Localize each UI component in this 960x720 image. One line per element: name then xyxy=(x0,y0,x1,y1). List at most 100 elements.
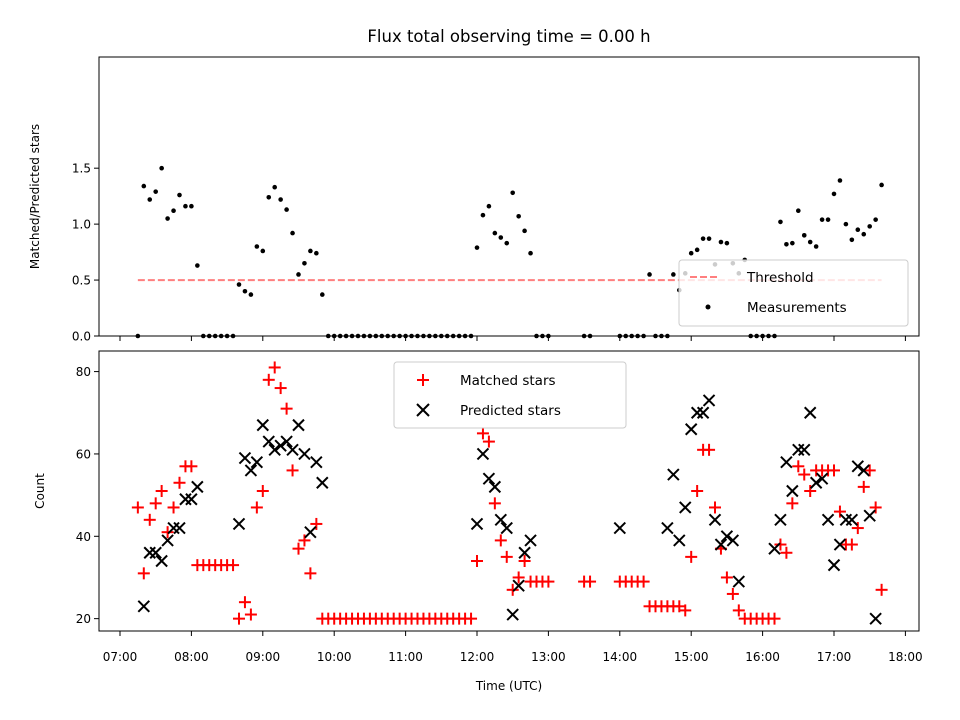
predicted-stars-point xyxy=(310,455,323,469)
predicted-stars-point xyxy=(845,513,859,527)
measurement-point xyxy=(694,247,700,253)
count-y-tick-label: 80 xyxy=(76,365,91,379)
measurement-point xyxy=(778,219,783,225)
measurement-point xyxy=(314,250,319,256)
predicted-stars-point xyxy=(827,558,841,572)
count-x-tick-label: 18:00 xyxy=(888,650,923,664)
matched-stars-point xyxy=(143,513,156,526)
ratio-y-tick-label: 1.0 xyxy=(72,218,91,232)
predicted-stars-point xyxy=(256,418,270,432)
measurement-point xyxy=(510,190,515,196)
matched-stars-point xyxy=(173,476,186,489)
predicted-stars-point xyxy=(512,579,525,592)
x-axis-label: Time (UTC) xyxy=(475,679,542,693)
measurement-point xyxy=(236,282,242,287)
predicted-stars-point xyxy=(708,513,722,527)
predicted-stars-point xyxy=(702,394,716,407)
predicted-stars-point xyxy=(185,493,198,506)
measurement-point xyxy=(290,230,295,236)
measurement-point xyxy=(248,292,254,297)
measurement-point xyxy=(516,213,521,219)
predicted-stars-point xyxy=(714,538,728,551)
measurement-point xyxy=(873,217,878,222)
matched-stars-point xyxy=(732,604,745,617)
count-x-tick-label: 14:00 xyxy=(603,650,638,664)
predicted-stars-point xyxy=(304,525,317,539)
matched-stars-point xyxy=(857,480,870,493)
predicted-stars-point xyxy=(869,612,882,625)
predicted-stars-point xyxy=(506,608,519,621)
matched-stars-point xyxy=(828,464,840,477)
measurement-point xyxy=(522,228,527,234)
predicted-stars-series xyxy=(137,394,882,625)
predicted-stars-point xyxy=(316,476,329,489)
predicted-stars-point xyxy=(851,460,865,473)
predicted-stars-point xyxy=(673,534,686,547)
measurement-point xyxy=(171,208,176,213)
matched-stars-point xyxy=(720,571,733,584)
count-y-axis-label: Count xyxy=(33,473,47,509)
matched-stars-point xyxy=(262,373,275,386)
matched-stars-point xyxy=(726,587,739,600)
predicted-stars-point xyxy=(137,600,151,613)
count-x-tick-label: 16:00 xyxy=(745,650,780,664)
matched-stars-point xyxy=(304,567,317,580)
matched-stars-point xyxy=(703,443,716,456)
matched-stars-point xyxy=(131,501,144,514)
matched-stars-point xyxy=(851,522,864,535)
measurement-point xyxy=(813,244,819,249)
measurement-point xyxy=(849,237,855,243)
measurement-point xyxy=(296,272,301,277)
predicted-stars-point xyxy=(768,542,781,555)
matched-stars-point xyxy=(227,559,240,572)
count-x-tick-label: 17:00 xyxy=(817,650,852,664)
count-y-tick-label: 60 xyxy=(76,447,91,461)
predicted-stars-point xyxy=(720,530,734,543)
predicted-stars-point xyxy=(667,468,680,481)
predicted-stars-point xyxy=(292,418,305,432)
matched-stars-point xyxy=(691,485,704,497)
measurement-point xyxy=(504,240,510,246)
predicted-stars-point xyxy=(833,538,847,551)
matched-stars-point xyxy=(506,583,519,596)
matched-stars-point xyxy=(286,464,299,477)
measurement-point xyxy=(159,165,164,171)
matched-stars-point xyxy=(233,612,245,625)
count-legend-frame xyxy=(393,361,627,429)
predicted-stars-point xyxy=(298,447,311,461)
count-x-tick-label: 07:00 xyxy=(103,650,138,664)
predicted-stars-point xyxy=(173,521,186,535)
count-y-axis: 20 40 60 80 xyxy=(76,365,99,626)
count-x-tick-label: 08:00 xyxy=(174,650,209,664)
legend-matched-label: Matched stars xyxy=(460,373,556,389)
chart-title: Flux total observing time = 0.00 h xyxy=(367,27,650,46)
predicted-stars-point xyxy=(803,406,817,419)
ratio-legend-frame xyxy=(678,259,909,327)
matched-stars-point xyxy=(780,546,793,559)
measurement-point xyxy=(528,250,533,256)
legend-predicted-marker xyxy=(416,403,430,417)
matched-stars-point xyxy=(786,497,799,510)
matched-stars-point xyxy=(155,485,168,497)
measurement-point xyxy=(195,263,200,268)
measurement-point xyxy=(807,239,813,245)
legend-measurements-marker xyxy=(705,304,711,310)
measurement-point xyxy=(242,288,248,294)
matched-stars-point xyxy=(274,382,287,395)
measurement-point xyxy=(796,208,801,213)
measurement-point xyxy=(320,292,325,297)
measurement-point xyxy=(498,235,504,240)
matched-stars-point xyxy=(518,555,531,567)
predicted-stars-point xyxy=(268,443,281,457)
measurement-point xyxy=(147,197,153,202)
predicted-stars-point xyxy=(679,501,692,514)
predicted-stars-point xyxy=(780,455,793,469)
measurement-point xyxy=(819,217,825,222)
matched-stars-point xyxy=(845,538,858,551)
measurement-point xyxy=(189,203,194,209)
predicted-stars-point xyxy=(524,534,537,547)
measurement-point xyxy=(843,221,849,227)
measurement-point xyxy=(183,203,188,209)
measurement-point xyxy=(165,216,170,221)
